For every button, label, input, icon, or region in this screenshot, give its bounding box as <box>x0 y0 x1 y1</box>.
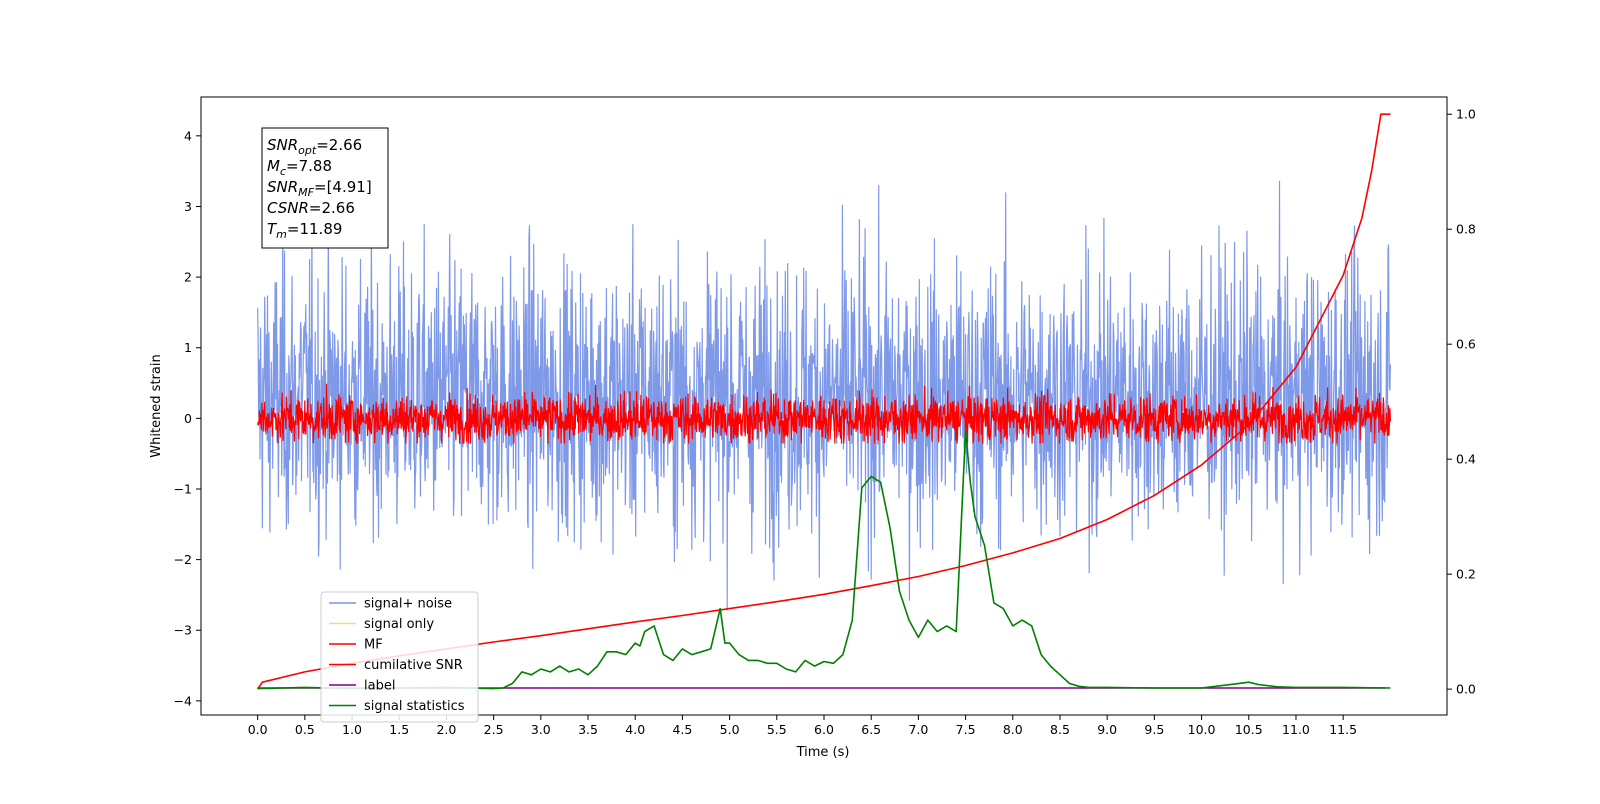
x-tick-label: 0.0 <box>248 722 268 737</box>
x-tick-label: 5.5 <box>767 722 787 737</box>
x-tick-label: 4.5 <box>672 722 692 737</box>
annotation-line-mc: Mc=7.88 <box>267 157 332 178</box>
x-tick-label: 2.0 <box>436 722 456 737</box>
x-tick-label: 9.5 <box>1144 722 1164 737</box>
x-tick-label: 9.0 <box>1097 722 1117 737</box>
annotation-line-csnr: CSNR=2.66 <box>267 199 355 217</box>
x-tick-label: 4.0 <box>625 722 645 737</box>
annotation-box: SNRopt=2.66 Mc=7.88 SNRMF=[4.91] CSNR=2.… <box>261 127 389 249</box>
y-left-tick-label: 0 <box>184 411 192 426</box>
annotation-frame <box>261 127 389 249</box>
x-tick-label: 10.5 <box>1235 722 1263 737</box>
ticks: 0.0 0.5 1.0 1.5 2.0 2.5 3.0 3.5 4.0 4.5 5.0 5.5 6.0 6… <box>174 107 1476 737</box>
x-tick-label: 5.0 <box>720 722 740 737</box>
x-tick-label: 1.0 <box>342 722 362 737</box>
legend-label-signal-only: signal only <box>364 617 434 632</box>
legend-label-label: label <box>364 679 395 694</box>
x-tick-label: 0.5 <box>295 722 315 737</box>
y-right-tick-label: 1.0 <box>1456 107 1476 122</box>
y-left-tick-label: −2 <box>174 552 192 567</box>
y-right-tick-label: 0.0 <box>1456 682 1476 697</box>
y-left-tick-label: 3 <box>184 199 192 214</box>
annotation-line-snr-opt: SNRopt=2.66 <box>267 136 362 157</box>
y-right-tick-label: 0.2 <box>1456 567 1476 582</box>
x-tick-label: 8.0 <box>1003 722 1023 737</box>
x-tick-label: 6.5 <box>861 722 881 737</box>
y-right-tick-label: 0.8 <box>1456 222 1476 237</box>
x-tick-label: 2.5 <box>484 722 504 737</box>
y-left-tick-label: −3 <box>174 623 192 638</box>
y-left-tick-label: 1 <box>184 340 192 355</box>
y-left-tick-label: 2 <box>184 270 192 285</box>
y-right-tick-label: 0.6 <box>1456 337 1476 352</box>
legend-label-mf: MF <box>364 638 383 653</box>
x-tick-label: 1.5 <box>389 722 409 737</box>
series-signal-noise-line <box>257 180 1391 611</box>
x-tick-label: 8.5 <box>1050 722 1070 737</box>
series-mf-line <box>257 383 1391 444</box>
annotation-line-snr-mf: SNRMF=[4.91] <box>267 178 372 199</box>
legend-frame <box>320 591 479 723</box>
x-tick-label: 7.0 <box>908 722 928 737</box>
y-right-tick-label: 0.4 <box>1456 452 1476 467</box>
x-axis-label: Time (s) <box>796 745 850 760</box>
x-tick-label: 11.0 <box>1282 722 1310 737</box>
y-axis-label: Whitened strain <box>149 354 164 457</box>
x-tick-label: 11.5 <box>1329 722 1357 737</box>
legend-label-signal-statistics: signal statistics <box>364 699 465 714</box>
x-tick-label: 3.5 <box>578 722 598 737</box>
y-left-tick-label: −1 <box>174 481 192 496</box>
series-signal-statistics-line <box>257 429 1391 690</box>
y-left-tick-label: −4 <box>174 693 192 708</box>
x-tick-label: 7.5 <box>956 722 976 737</box>
x-tick-label: 6.0 <box>814 722 834 737</box>
y-left-tick-label: 4 <box>184 128 192 143</box>
x-tick-label: 3.0 <box>531 722 551 737</box>
annotation-line-tm: Tm=11.89 <box>267 220 342 241</box>
legend: signal+ noise signal only MF cumilative SNR… <box>320 591 479 723</box>
legend-label-signal-noise: signal+ noise <box>364 597 452 612</box>
x-tick-label: 10.0 <box>1188 722 1216 737</box>
legend-label-cumilative-snr: cumilative SNR <box>364 658 463 673</box>
